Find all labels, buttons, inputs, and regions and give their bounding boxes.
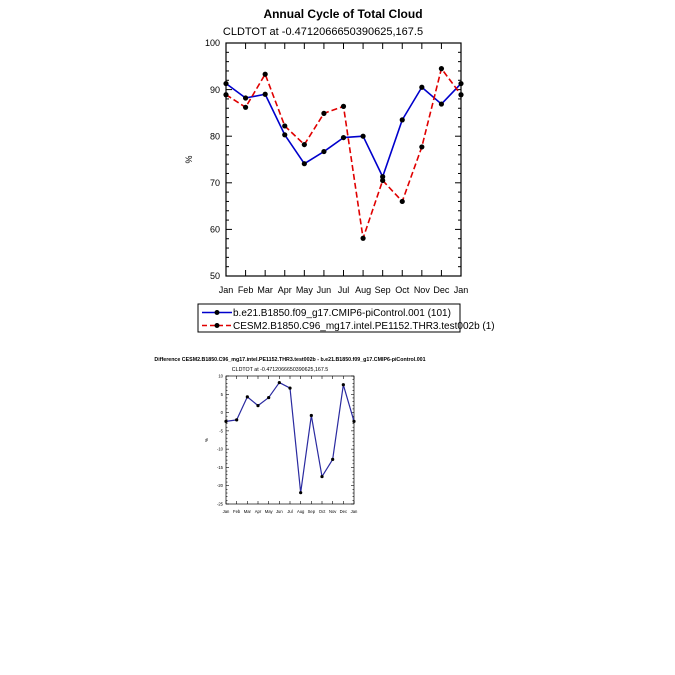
chart-title: Annual Cycle of Total Cloud (263, 7, 422, 21)
data-point (262, 71, 268, 77)
chart-1: Annual Cycle of Total Cloud CLDTOT at -0.… (184, 7, 495, 333)
data-point (224, 419, 228, 423)
x-tick-label: Jul (338, 285, 350, 295)
data-point (223, 80, 229, 87)
legend-label-1: b.e21.B1850.f09_g17.CMIP6-piControl.001 … (233, 308, 451, 319)
y-tick-label: -25 (217, 501, 224, 506)
y-tick-label: -20 (217, 483, 224, 488)
data-point (267, 395, 271, 400)
data-point (438, 66, 445, 72)
chart-title: Difference CESM2.B1850.C96_mg17.intel.PE… (154, 357, 425, 363)
x-tick-label: Jul (287, 509, 292, 514)
y-tick-label: 80 (210, 131, 220, 141)
data-point (299, 491, 303, 495)
x-tick-label: Aug (297, 509, 305, 514)
x-tick-label: Feb (233, 509, 241, 514)
y-tick-label: 90 (210, 85, 220, 95)
data-point (419, 144, 425, 150)
x-tick-label: Nov (414, 285, 431, 295)
data-point (256, 404, 260, 408)
x-tick-label: Jan (351, 509, 358, 514)
data-point (399, 198, 405, 205)
series-line-1 (225, 381, 355, 494)
x-tick-label: Oct (319, 509, 326, 514)
x-tick-label: Apr (278, 285, 292, 295)
x-tick-label: Apr (255, 509, 262, 514)
chart-subtitle: CLDTOT at -0.4712066650390625,167.5 (232, 367, 328, 373)
y-tick-label: -15 (217, 465, 224, 470)
y-tick-label: 10 (218, 373, 223, 378)
plot-frame (225, 42, 462, 277)
legend-marker-2 (214, 323, 220, 328)
y-tick-label: 60 (210, 225, 220, 235)
data-point (438, 101, 445, 107)
data-point (321, 110, 327, 116)
x-tick-label: May (296, 285, 314, 295)
data-point (380, 177, 386, 184)
x-tick-label: Jan (454, 285, 469, 295)
x-tick-label: Mar (257, 285, 273, 295)
data-point (282, 132, 288, 138)
data-point (223, 92, 229, 98)
y-axis-label: % (184, 155, 194, 163)
y-tick-label: -5 (219, 428, 223, 433)
data-point (331, 457, 335, 461)
chart-subtitle: CLDTOT at -0.4712066650390625,167.5 (223, 26, 423, 38)
data-point (235, 418, 239, 422)
data-point (340, 103, 347, 109)
chart-2: Difference CESM2.B1850.C96_mg17.intel.PE… (154, 357, 425, 514)
legend-label-2: CESM2.B1850.C96_mg17.intel.PE1152.THR3.t… (233, 321, 495, 332)
data-point (262, 91, 268, 97)
data-point (352, 419, 356, 423)
x-tick-label: Jan (223, 509, 230, 514)
legend-marker-1 (214, 310, 220, 315)
series-line-2 (225, 67, 462, 240)
x-tick-label: Feb (238, 285, 254, 295)
data-point (242, 104, 249, 110)
x-tick-label: Dec (433, 285, 450, 295)
data-point (360, 133, 366, 139)
data-point (320, 474, 324, 479)
data-point (340, 134, 347, 141)
x-tick-label: Nov (329, 509, 337, 514)
data-point (341, 383, 345, 387)
data-point (458, 92, 464, 98)
x-tick-label: Mar (244, 509, 252, 514)
x-tick-label: Jun (317, 285, 332, 295)
y-tick-label: 70 (210, 178, 220, 188)
data-point (321, 148, 327, 155)
y-tick-label: 50 (210, 271, 220, 281)
x-tick-label: Sep (308, 509, 316, 514)
data-point (380, 174, 386, 180)
data-point (242, 95, 249, 101)
y-tick-label: 5 (221, 392, 224, 397)
data-point (458, 80, 464, 87)
x-tick-label: Dec (340, 509, 347, 514)
data-point (282, 123, 288, 129)
data-point (301, 161, 307, 167)
data-point (277, 380, 281, 385)
x-tick-label: Sep (375, 285, 391, 295)
data-point (288, 386, 292, 390)
plot-frame (225, 375, 355, 505)
x-tick-label: May (265, 509, 274, 514)
legend-box (197, 303, 461, 333)
data-point (360, 235, 366, 241)
x-tick-label: Oct (395, 285, 410, 295)
y-tick-label: -10 (217, 447, 224, 452)
data-point (399, 117, 405, 123)
x-tick-label: Aug (355, 285, 371, 295)
data-point (301, 141, 307, 148)
data-point (245, 395, 249, 399)
y-tick-label: 100 (205, 38, 220, 48)
x-tick-label: Jan (219, 285, 234, 295)
x-tick-label: Jun (276, 509, 283, 514)
data-point (419, 84, 425, 90)
data-point (309, 413, 313, 418)
y-axis-label: % (204, 438, 209, 442)
y-tick-label: 0 (221, 410, 224, 415)
